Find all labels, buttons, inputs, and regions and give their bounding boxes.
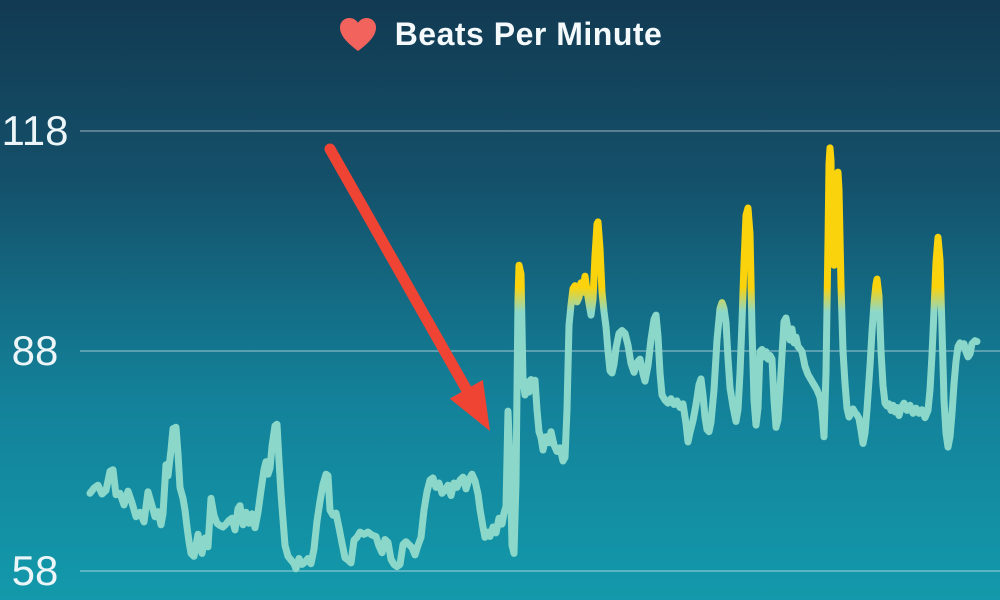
y-axis-tick-58: 58: [11, 547, 59, 594]
annotation-arrow-icon: [324, 143, 490, 431]
arrow-shaft: [324, 143, 475, 400]
gridlines: [80, 130, 1000, 572]
heart-rate-line: [86, 144, 981, 573]
y-axis-tick-118: 118: [1, 107, 69, 154]
y-axis-tick-88: 88: [11, 327, 59, 374]
arrow-head: [449, 379, 490, 431]
